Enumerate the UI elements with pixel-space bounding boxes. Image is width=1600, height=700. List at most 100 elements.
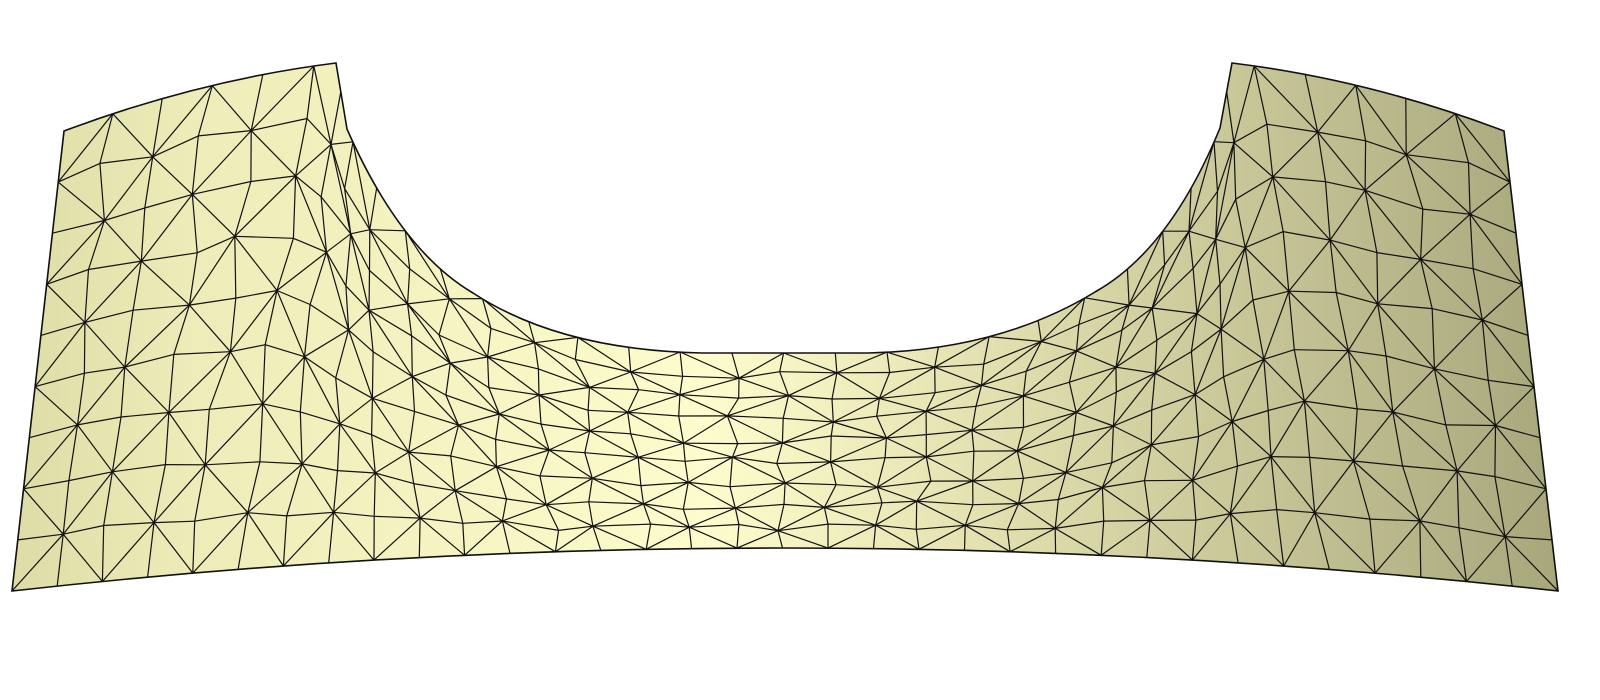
mesh-edge	[638, 456, 686, 462]
mesh-edge	[879, 397, 927, 412]
mesh-edge	[1369, 519, 1376, 574]
mesh-edge	[1314, 460, 1354, 514]
mesh-edge	[1304, 74, 1319, 133]
mesh-edge	[1154, 351, 1192, 374]
mesh-edge	[538, 394, 590, 432]
mesh-edge	[1347, 303, 1379, 352]
mesh-edge	[823, 507, 829, 525]
mesh-edge	[1121, 304, 1130, 331]
mesh-edge	[627, 411, 684, 444]
mesh-edge	[262, 356, 305, 405]
mesh-edge	[916, 480, 932, 502]
mesh-edge	[824, 506, 876, 526]
mesh-edge	[876, 487, 883, 503]
mesh-edge	[539, 475, 593, 479]
mesh-edge	[372, 376, 413, 399]
mesh-edge	[1078, 297, 1086, 325]
mesh-edge	[687, 456, 733, 483]
mesh-edge	[1216, 142, 1235, 192]
mesh-edge	[1364, 154, 1407, 191]
mesh-edge	[482, 298, 535, 344]
mesh-edge	[112, 464, 166, 473]
mesh-edge	[831, 435, 887, 439]
mesh-edge	[1309, 457, 1316, 513]
mesh-edge	[545, 477, 593, 506]
mesh-edge	[925, 429, 973, 458]
mesh-edge	[265, 344, 305, 358]
mesh-edge	[1336, 291, 1378, 305]
mesh-edge	[1495, 386, 1535, 426]
mesh-edge	[1494, 476, 1547, 490]
mesh-boundary-outline	[11, 62, 1559, 592]
mesh-edge	[732, 442, 783, 458]
mesh-edge	[830, 421, 834, 437]
mesh-edge	[1102, 480, 1145, 489]
mesh-edge	[1293, 349, 1305, 402]
mesh-edge	[1113, 409, 1152, 427]
mesh-edge	[777, 504, 785, 531]
mesh-edge	[683, 507, 736, 510]
mesh-edge	[1219, 284, 1222, 330]
mesh-edge	[877, 456, 927, 488]
mesh-edge	[189, 297, 236, 306]
mesh-edge	[407, 303, 451, 364]
mesh-edge	[1102, 487, 1151, 521]
mesh-edge	[679, 351, 684, 377]
mesh-edge	[168, 354, 175, 413]
mesh-edges	[12, 65, 1558, 591]
mesh-edge	[192, 180, 252, 195]
mesh-edge	[152, 156, 193, 195]
mesh-edge	[454, 466, 497, 492]
mesh-edge	[886, 352, 891, 373]
mesh-edge	[414, 410, 459, 426]
mesh-edge	[286, 463, 303, 517]
mesh-edge	[368, 303, 408, 311]
mesh-edge	[538, 394, 589, 411]
mesh-edge	[262, 403, 303, 465]
mesh-edge	[538, 368, 590, 388]
mesh-edge	[1213, 141, 1234, 144]
mesh-edge	[301, 423, 341, 465]
mesh-edge	[103, 471, 113, 526]
mesh-edge	[640, 481, 689, 487]
mesh-edge	[368, 270, 371, 311]
mesh-edge	[407, 298, 450, 305]
mesh-edge	[1374, 520, 1421, 574]
mesh-edge	[194, 464, 206, 522]
mesh-edge	[1069, 366, 1117, 383]
mesh-edge	[1377, 303, 1435, 370]
mesh-edge	[1419, 520, 1460, 529]
mesh-edge	[776, 463, 786, 484]
mesh-edge	[144, 156, 154, 209]
mesh-edge	[788, 395, 833, 400]
mesh-edge	[1229, 513, 1285, 567]
mesh-edge	[1252, 290, 1289, 301]
mesh-edge	[373, 472, 376, 517]
mesh-edge	[124, 304, 190, 368]
mesh-edge	[295, 118, 308, 177]
mesh-edge	[1111, 444, 1152, 464]
mesh-edge	[638, 389, 680, 396]
mesh-edge	[23, 488, 64, 535]
mesh-edge	[46, 268, 89, 285]
mesh-edge	[877, 480, 931, 488]
mesh-edge	[830, 435, 832, 462]
mesh-edge	[1505, 536, 1553, 541]
mesh-edge	[534, 342, 576, 361]
mesh-edge	[1192, 421, 1233, 481]
mesh-edge	[1406, 154, 1469, 164]
mesh-edge	[726, 415, 739, 444]
mesh-edge	[1146, 520, 1151, 558]
mesh-edge	[630, 371, 640, 390]
mesh-edge	[1481, 283, 1523, 321]
mesh-edge	[879, 366, 935, 399]
mesh-edge	[1115, 339, 1158, 368]
mesh-edge	[1266, 124, 1274, 177]
mesh-edge	[587, 410, 591, 432]
mesh-edge	[488, 387, 540, 396]
mesh-edge	[1100, 519, 1151, 556]
mesh-edge	[1353, 460, 1421, 522]
mesh-edge	[1220, 328, 1265, 360]
mesh-edge	[496, 449, 550, 468]
